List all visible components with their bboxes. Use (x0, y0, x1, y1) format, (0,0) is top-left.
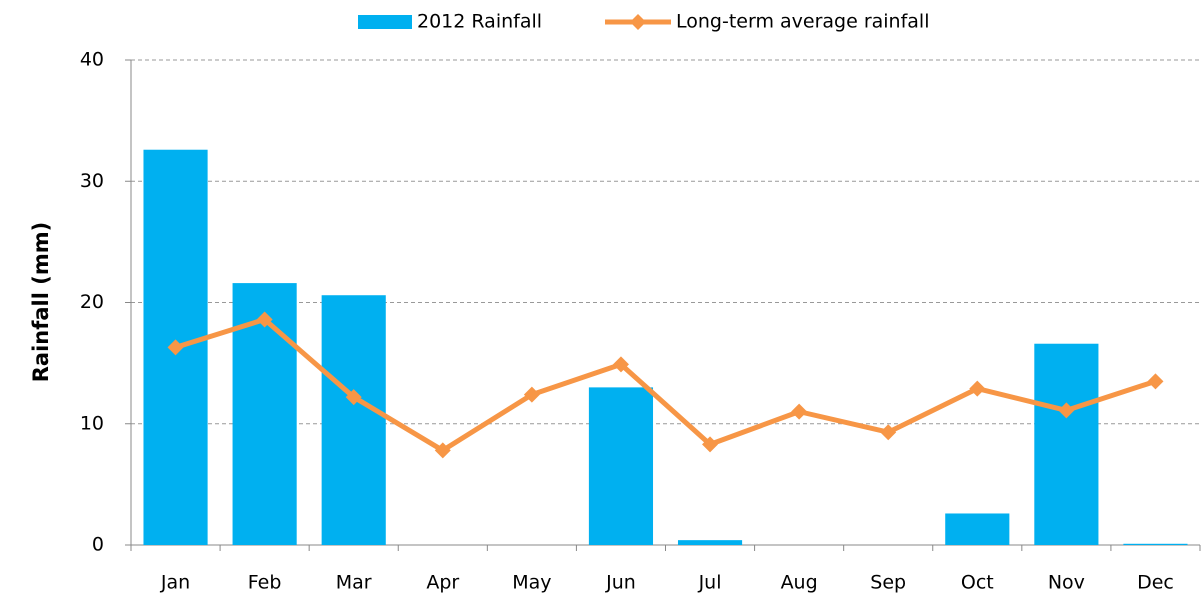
y-tick-label: 40 (80, 49, 104, 71)
x-tick-label: Jul (698, 572, 722, 594)
legend-label: 2012 Rainfall (417, 11, 542, 33)
x-tick-label: Apr (426, 572, 459, 594)
marker (969, 380, 986, 397)
legend-marker (630, 14, 646, 30)
line (174, 316, 1157, 453)
marker (1058, 402, 1075, 419)
marker (612, 356, 629, 373)
bar (677, 540, 743, 545)
x-tick-label: May (512, 572, 551, 594)
x-tick-label: Sep (870, 572, 906, 594)
marker (880, 424, 897, 441)
x-tick-label: Mar (336, 572, 372, 594)
marker (1147, 373, 1164, 390)
marker (702, 436, 719, 453)
marker (523, 386, 540, 403)
y-axis-label: Rainfall (mm) (29, 222, 53, 382)
x-tick-label: Aug (781, 572, 818, 594)
x-tick-label: Jun (605, 572, 636, 594)
y-tick-label: 10 (80, 412, 104, 434)
bar (1123, 543, 1188, 545)
legend-swatch (358, 15, 412, 29)
legend-label: Long-term average rainfall (676, 11, 930, 33)
bar (945, 513, 1010, 545)
x-tick-label: Dec (1137, 572, 1174, 594)
x-tick-label: Oct (961, 572, 994, 594)
marker (256, 311, 273, 328)
y-tick-label: 20 (80, 291, 104, 313)
y-tick-label: 0 (92, 534, 104, 556)
bar (321, 295, 386, 545)
x-tick-label: Nov (1048, 572, 1085, 594)
marker (791, 403, 808, 420)
marker (345, 389, 362, 406)
marker (434, 442, 451, 459)
bar (588, 387, 654, 545)
marker (167, 339, 184, 356)
bar (1034, 343, 1099, 545)
y-tick-label: 30 (80, 170, 104, 192)
x-tick-label: Jan (160, 572, 190, 594)
x-tick-label: Feb (248, 572, 282, 594)
